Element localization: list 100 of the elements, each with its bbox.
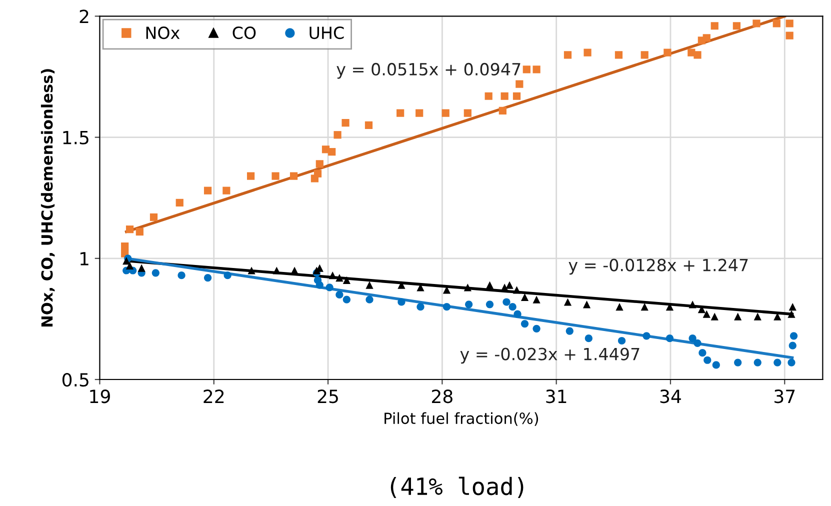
point — [702, 34, 710, 42]
point — [366, 281, 374, 289]
point — [584, 334, 592, 342]
point — [398, 281, 406, 289]
point — [712, 361, 720, 369]
point — [121, 242, 129, 250]
y-tick-label: 2 — [80, 10, 88, 24]
annotation: y = 0.0515x + 0.0947 — [336, 62, 520, 79]
point — [342, 296, 350, 304]
point — [774, 358, 782, 366]
point — [520, 320, 529, 328]
point — [465, 300, 473, 308]
point — [126, 226, 134, 234]
point — [396, 109, 404, 117]
point — [666, 334, 674, 342]
annotation: y = -0.0128x + 1.247 — [568, 258, 748, 275]
point — [582, 300, 591, 308]
point — [788, 310, 796, 318]
point — [464, 284, 472, 292]
point — [516, 80, 524, 88]
point — [248, 266, 256, 274]
point — [314, 170, 322, 178]
point — [754, 312, 762, 320]
point — [710, 22, 718, 30]
point — [498, 106, 506, 114]
point — [328, 272, 336, 280]
point — [176, 198, 184, 206]
point — [342, 276, 350, 284]
x-tick-label: 22 — [204, 390, 224, 403]
point — [398, 298, 406, 306]
point — [222, 186, 230, 194]
point — [514, 310, 522, 318]
point — [614, 51, 623, 59]
point — [290, 172, 298, 180]
point — [484, 92, 492, 100]
point — [138, 264, 146, 272]
point — [734, 358, 742, 366]
legend-label: UHC — [310, 26, 344, 40]
point — [688, 300, 696, 308]
x-tick-label: 34 — [660, 390, 681, 404]
point — [788, 358, 796, 366]
point — [772, 20, 780, 28]
x-tick-label: 37 — [774, 390, 795, 404]
point — [566, 327, 574, 335]
point — [710, 312, 718, 320]
point — [508, 303, 516, 311]
point — [532, 324, 540, 332]
point — [224, 272, 232, 280]
text: (41% load) — [390, 476, 524, 498]
point — [442, 303, 451, 311]
point — [506, 281, 514, 289]
point — [136, 228, 144, 236]
point — [640, 51, 648, 59]
point — [616, 303, 624, 311]
point — [486, 281, 494, 289]
point — [316, 281, 324, 289]
point — [618, 336, 626, 345]
point — [150, 213, 158, 222]
point — [512, 286, 521, 294]
point — [532, 66, 540, 74]
point — [442, 109, 450, 117]
x-tick-label: 31 — [546, 390, 566, 404]
point — [532, 296, 540, 304]
y-tick-label: 1.5 — [63, 130, 88, 144]
x-tick-label: 28 — [432, 390, 452, 404]
point — [752, 20, 760, 28]
point — [688, 334, 696, 342]
point — [520, 293, 529, 301]
point — [486, 300, 494, 308]
point — [564, 298, 572, 306]
point — [126, 262, 134, 270]
point — [500, 92, 508, 100]
point — [786, 20, 794, 28]
point — [702, 310, 710, 318]
point — [316, 160, 324, 168]
point — [564, 51, 572, 59]
x-tick-label: 25 — [318, 390, 338, 404]
y-tick-label: 0.5 — [62, 372, 88, 387]
point — [698, 349, 706, 357]
x-axis-title: Pilot fuel fraction(%) — [384, 412, 538, 426]
point — [640, 303, 648, 311]
point — [522, 66, 530, 74]
point — [416, 109, 424, 117]
point — [178, 272, 186, 280]
point — [790, 332, 798, 340]
point — [366, 296, 374, 304]
point — [328, 148, 336, 156]
point — [694, 339, 702, 347]
point — [788, 342, 796, 350]
y-tick-label: 1 — [80, 252, 88, 266]
point — [664, 48, 672, 56]
point — [204, 186, 212, 194]
point — [272, 266, 280, 274]
point — [694, 51, 702, 59]
point — [584, 48, 592, 56]
point — [342, 118, 350, 127]
point — [502, 298, 510, 306]
point — [326, 284, 334, 292]
point — [334, 131, 342, 139]
point — [364, 121, 373, 129]
